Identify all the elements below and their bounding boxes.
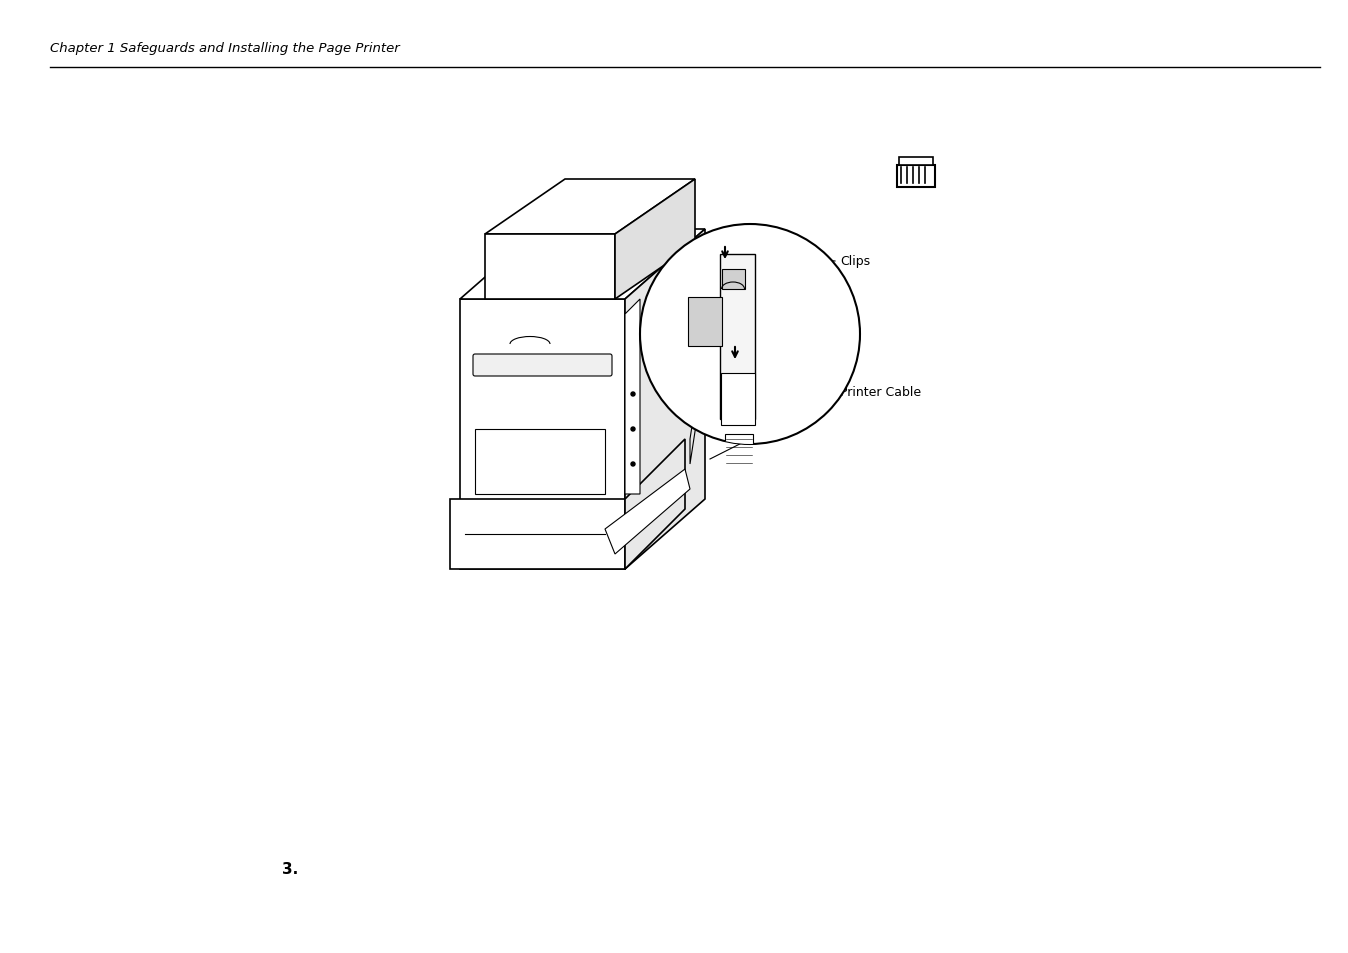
Circle shape — [631, 462, 635, 467]
FancyBboxPatch shape — [896, 166, 936, 188]
Text: Clips: Clips — [840, 255, 869, 268]
FancyBboxPatch shape — [725, 435, 754, 470]
Circle shape — [640, 225, 860, 444]
Polygon shape — [485, 234, 615, 299]
Polygon shape — [625, 299, 640, 495]
Polygon shape — [615, 180, 696, 299]
Circle shape — [631, 393, 635, 396]
FancyBboxPatch shape — [473, 355, 612, 376]
Polygon shape — [690, 375, 700, 464]
Polygon shape — [450, 499, 625, 569]
Polygon shape — [625, 439, 685, 569]
Polygon shape — [723, 270, 745, 290]
Text: Chapter 1 Safeguards and Installing the Page Printer: Chapter 1 Safeguards and Installing the … — [50, 42, 400, 55]
FancyBboxPatch shape — [899, 158, 933, 166]
FancyBboxPatch shape — [721, 374, 755, 426]
Polygon shape — [460, 299, 625, 569]
Circle shape — [631, 428, 635, 432]
Polygon shape — [625, 230, 705, 569]
FancyBboxPatch shape — [720, 254, 755, 419]
Polygon shape — [605, 470, 690, 555]
Text: Printer Cable: Printer Cable — [840, 386, 921, 399]
Polygon shape — [696, 310, 705, 339]
Polygon shape — [485, 180, 696, 234]
Polygon shape — [460, 230, 705, 299]
FancyBboxPatch shape — [687, 297, 723, 347]
Polygon shape — [474, 430, 605, 495]
Text: 3.: 3. — [282, 862, 298, 877]
